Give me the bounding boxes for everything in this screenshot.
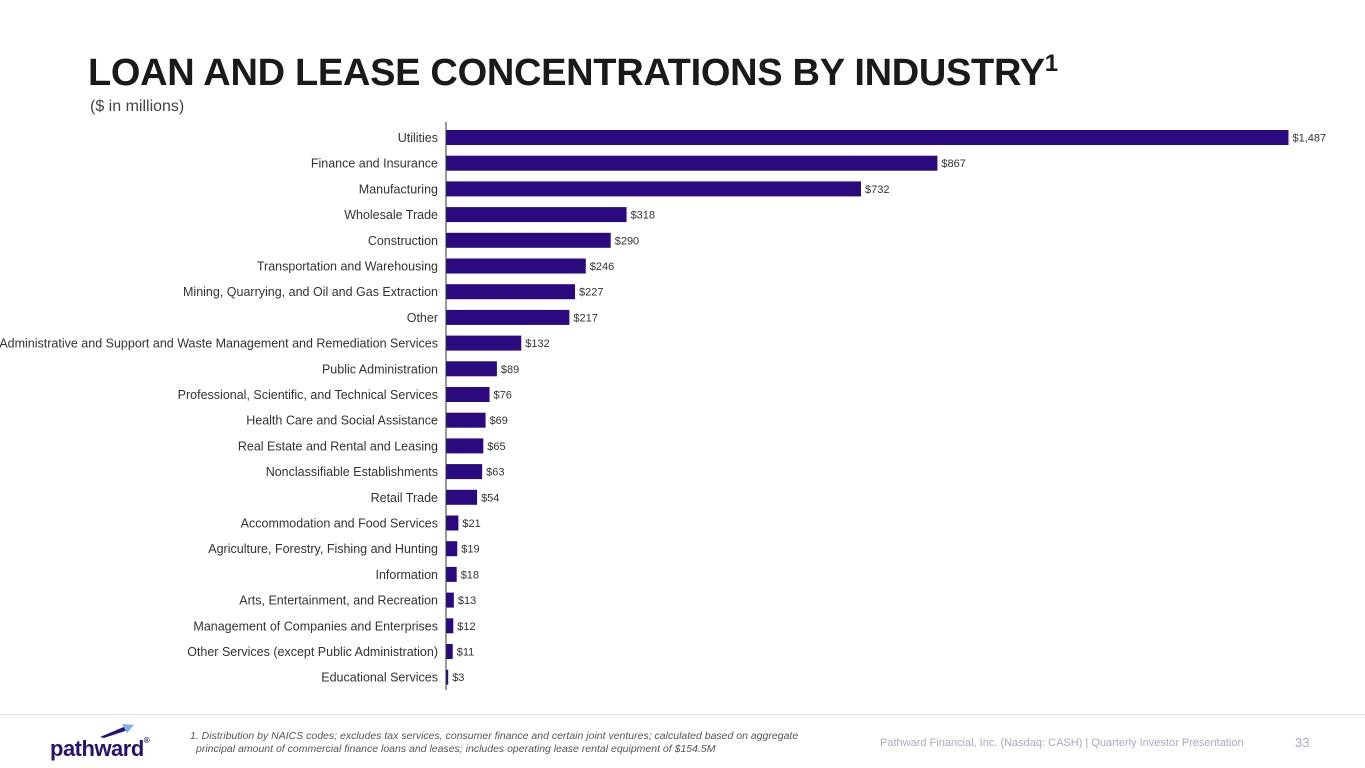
category-label-other: Other <box>407 311 438 325</box>
bar-nonclassifiable-establishments <box>446 464 483 480</box>
value-label-wholesale-trade: $318 <box>631 210 655 222</box>
category-label-administrative-and-support-and-waste-management-and-remediation-services: Administrative and Support and Waste Man… <box>0 337 438 351</box>
bar-other-services-except-public-administration <box>446 644 453 659</box>
logo-wordmark: pathward® <box>50 736 150 762</box>
value-label-retail-trade: $54 <box>481 492 499 504</box>
bar-construction <box>446 232 611 248</box>
value-label-nonclassifiable-establishments: $63 <box>486 467 504 479</box>
bar-mining-quarrying-and-oil-and-gas-extraction <box>446 284 576 300</box>
value-label-educational-services: $3 <box>452 672 464 684</box>
bar-educational-services <box>446 669 449 685</box>
value-label-agriculture-forestry-fishing-and-hunting: $19 <box>461 544 479 556</box>
category-label-arts-entertainment-and-recreation: Arts, Entertainment, and Recreation <box>239 594 438 608</box>
value-label-manufacturing: $732 <box>865 184 889 196</box>
bar-finance-and-insurance <box>446 155 938 171</box>
category-label-health-care-and-social-assistance: Health Care and Social Assistance <box>246 414 438 428</box>
value-label-other-services-except-public-administration: $11 <box>457 647 475 659</box>
bar-professional-scientific-and-technical-services <box>446 387 490 402</box>
category-label-manufacturing: Manufacturing <box>359 182 438 196</box>
value-label-finance-and-insurance: $867 <box>941 158 965 170</box>
industry-bar-chart: Utilities $1,487 Finance and Insurance $867… <box>0 122 1327 690</box>
category-label-mining-quarrying-and-oil-and-gas-extraction: Mining, Quarrying, and Oil and Gas Extra… <box>183 285 438 299</box>
category-label-management-of-companies-and-enterprises: Management of Companies and Enterprises <box>193 619 438 633</box>
category-label-real-estate-and-rental-and-leasing: Real Estate and Rental and Leasing <box>238 439 438 453</box>
bar-public-administration <box>446 361 497 377</box>
bar-health-care-and-social-assistance <box>446 412 486 428</box>
logo-registered-mark: ® <box>143 736 150 745</box>
logo-swoosh-icon <box>100 724 134 738</box>
value-label-administrative-and-support-and-waste-management-and-remediation-services: $132 <box>525 338 549 350</box>
bar-agriculture-forestry-fishing-and-hunting <box>446 541 458 557</box>
category-label-accommodation-and-food-services: Accommodation and Food Services <box>241 517 438 531</box>
value-label-public-administration: $89 <box>501 364 519 376</box>
value-label-accommodation-and-food-services: $21 <box>462 518 480 530</box>
value-label-health-care-and-social-assistance: $69 <box>490 415 508 427</box>
value-label-utilities: $1,487 <box>1293 133 1327 145</box>
value-label-arts-entertainment-and-recreation: $13 <box>458 595 476 607</box>
category-label-professional-scientific-and-technical-services: Professional, Scientific, and Technical … <box>178 388 438 402</box>
pathward-logo: pathward® <box>50 724 160 764</box>
value-label-other: $217 <box>573 312 597 324</box>
category-label-other-services-except-public-administration: Other Services (except Public Administra… <box>187 645 438 659</box>
page-number: 33 <box>1295 735 1310 750</box>
category-label-finance-and-insurance: Finance and Insurance <box>311 157 438 171</box>
bar-utilities <box>446 130 1289 145</box>
value-label-construction: $290 <box>615 235 639 247</box>
category-label-educational-services: Educational Services <box>321 671 438 685</box>
bar-real-estate-and-rental-and-leasing <box>446 438 484 454</box>
bar-transportation-and-warehousing <box>446 258 586 274</box>
value-label-information: $18 <box>461 569 479 581</box>
category-label-construction: Construction <box>368 234 438 248</box>
bar-arts-entertainment-and-recreation <box>446 592 454 608</box>
footnote: 1. Distribution by NAICS codes; excludes… <box>190 730 850 756</box>
page-title-text: LOAN AND LEASE CONCENTRATIONS BY INDUSTR… <box>88 52 1045 94</box>
bar-accommodation-and-food-services <box>446 515 459 531</box>
bar-manufacturing <box>446 181 861 197</box>
category-label-retail-trade: Retail Trade <box>371 491 438 505</box>
title-footnote-marker: 1 <box>1044 50 1058 77</box>
page-title: LOAN AND LEASE CONCENTRATIONS BY INDUSTR… <box>88 50 1058 95</box>
bar-wholesale-trade <box>446 207 627 223</box>
category-label-wholesale-trade: Wholesale Trade <box>344 208 438 222</box>
value-label-transportation-and-warehousing: $246 <box>590 261 614 273</box>
category-label-utilities: Utilities <box>398 131 438 145</box>
bar-retail-trade <box>446 489 478 505</box>
category-label-agriculture-forestry-fishing-and-hunting: Agriculture, Forestry, Fishing and Hunti… <box>208 542 438 556</box>
category-label-nonclassifiable-establishments: Nonclassifiable Establishments <box>266 465 438 479</box>
bar-administrative-and-support-and-waste-management-and-remediation-services <box>446 335 522 351</box>
footnote-line-1: 1. Distribution by NAICS codes; excludes… <box>190 730 799 742</box>
footer-divider <box>0 714 1365 715</box>
value-label-professional-scientific-and-technical-services: $76 <box>494 390 512 402</box>
category-label-public-administration: Public Administration <box>322 362 438 376</box>
footnote-line-2: principal amount of commercial finance l… <box>196 743 716 755</box>
value-label-management-of-companies-and-enterprises: $12 <box>457 621 475 633</box>
bar-management-of-companies-and-enterprises <box>446 618 454 634</box>
bar-information <box>446 566 457 582</box>
category-label-transportation-and-warehousing: Transportation and Warehousing <box>257 260 438 274</box>
logo-wordmark-text: pathward <box>50 736 144 761</box>
bar-other <box>446 309 570 325</box>
value-label-mining-quarrying-and-oil-and-gas-extraction: $227 <box>579 287 603 299</box>
category-label-information: Information <box>375 568 438 582</box>
value-label-real-estate-and-rental-and-leasing: $65 <box>487 441 505 453</box>
page-subtitle: ($ in millions) <box>90 98 185 115</box>
presentation-footer-text: Pathward Financial, Inc. (Nasdaq: CASH) … <box>880 737 1244 749</box>
